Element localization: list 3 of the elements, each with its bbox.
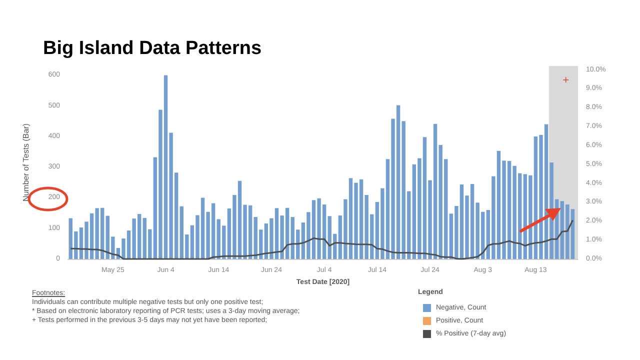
chart-title: Big Island Data Patterns	[43, 38, 262, 59]
y-axis-title: Number of Tests (Bar)	[22, 123, 30, 202]
band-label: +	[562, 74, 569, 86]
